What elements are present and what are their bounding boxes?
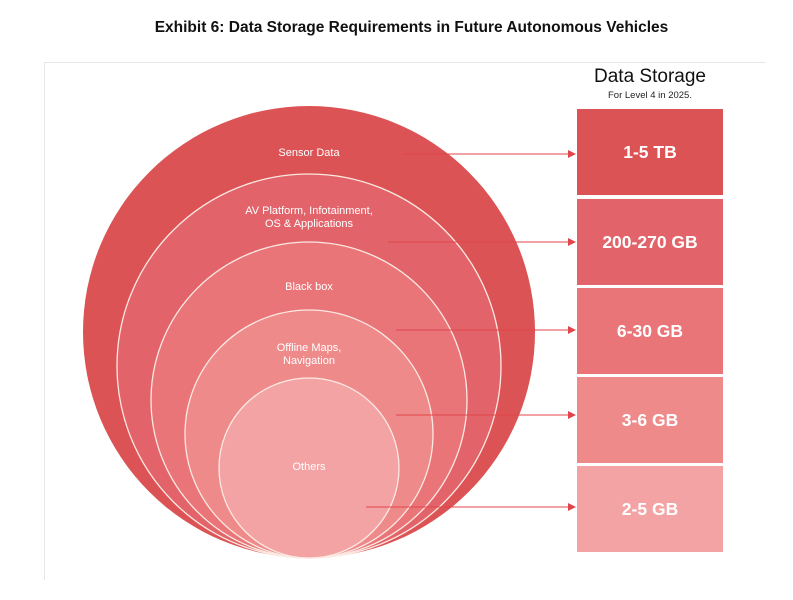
ring-label: Others (209, 461, 409, 474)
legend-subtitle: For Level 4 in 2025. (608, 90, 692, 101)
ring-label-line: Sensor Data (278, 147, 340, 159)
ring-label-line: Black box (285, 281, 333, 293)
ring-label: Sensor Data (209, 147, 409, 160)
ring-5 (218, 377, 400, 559)
storage-box: 200-270 GB (577, 199, 723, 285)
ring-label-line: Others (292, 461, 326, 473)
storage-value: 6-30 GB (616, 320, 684, 341)
ring-label: Black box (209, 281, 409, 294)
storage-value: 3-6 GB (621, 409, 679, 430)
ring-label-line: Navigation (283, 355, 335, 367)
frame-border-left (44, 62, 45, 580)
exhibit-title: Exhibit 6: Data Storage Requirements in … (154, 19, 669, 36)
storage-box: 6-30 GB (577, 288, 723, 374)
frame-border-top (44, 62, 766, 63)
ring-label: Offline Maps, Navigation (209, 342, 409, 368)
storage-box: 3-6 GB (577, 377, 723, 463)
ring-label-line: AV Platform, Infotainment, (245, 205, 373, 217)
storage-box: 2-5 GB (577, 466, 723, 552)
storage-value: 1-5 TB (623, 141, 677, 162)
storage-box: 1-5 TB (577, 109, 723, 195)
ring-label-line: OS & Applications (264, 218, 354, 230)
ring-label-line: Offline Maps, (276, 342, 342, 354)
storage-value: 200-270 GB (602, 231, 698, 252)
storage-value: 2-5 GB (621, 498, 679, 519)
ring-label: AV Platform, Infotainment, OS & Applicati… (209, 205, 409, 231)
legend-title: Data Storage (594, 66, 706, 87)
